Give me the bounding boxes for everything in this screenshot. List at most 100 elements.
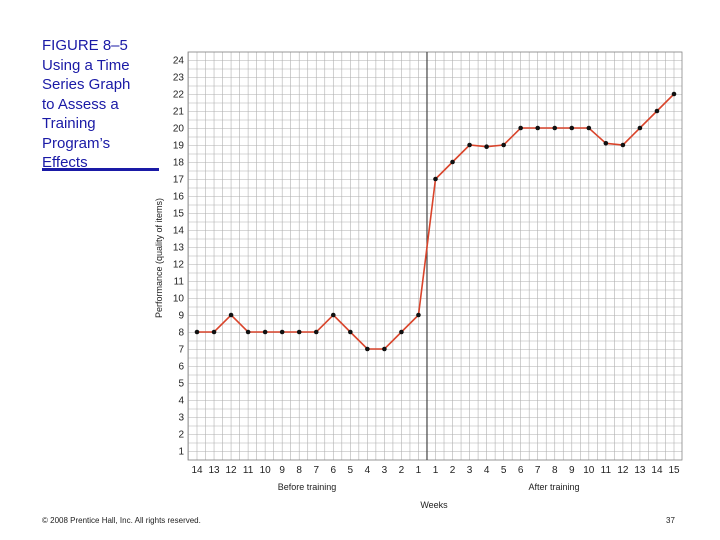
data-point	[620, 142, 626, 148]
y-tick-label: 5	[178, 379, 184, 390]
figure-title-line: FIGURE 8–5	[42, 37, 128, 54]
data-point	[399, 329, 404, 335]
x-tick-label: 5	[348, 465, 354, 476]
x-tick-label: 9	[569, 465, 575, 476]
y-tick-label: 6	[178, 362, 184, 373]
y-tick-label: 20	[173, 124, 185, 135]
x-tick-label: 12	[226, 465, 238, 476]
figure-title-line: Series Graph	[42, 76, 131, 93]
x-tick-label: 15	[668, 465, 680, 476]
data-point	[501, 142, 506, 148]
x-tick-label: 11	[601, 465, 612, 476]
y-tick-label: 23	[173, 73, 185, 84]
x-group-label-after: After training	[528, 482, 579, 492]
x-axis-label: Weeks	[420, 500, 448, 510]
x-tick-label: 4	[484, 465, 490, 476]
data-point	[279, 329, 285, 335]
y-tick-label: 22	[173, 90, 185, 101]
figure-title-line: Effects	[42, 154, 88, 171]
x-tick-label: 9	[279, 465, 285, 476]
figure-title-line: Program’s	[42, 134, 111, 152]
chart-grid	[188, 51, 682, 461]
plot-border	[187, 51, 683, 461]
x-tick-label: 14	[651, 465, 663, 476]
y-tick-label: 18	[173, 158, 185, 169]
data-point	[569, 125, 575, 131]
data-point	[637, 125, 643, 131]
y-tick-label: 7	[178, 345, 184, 356]
x-tick-label: 13	[634, 465, 646, 476]
data-point	[603, 141, 609, 146]
x-tick-label: 1	[416, 465, 422, 476]
data-point	[586, 125, 592, 131]
y-tick-label: 4	[178, 396, 184, 407]
chart-axes	[187, 51, 683, 461]
x-tick-label: 5	[501, 465, 507, 476]
x-tick-label: 10	[260, 465, 272, 476]
data-point	[671, 91, 677, 97]
data-point	[552, 125, 558, 131]
figure-title-line: Using a Time	[42, 56, 130, 74]
data-point	[416, 312, 421, 318]
y-tick-label: 15	[173, 209, 185, 220]
data-point	[262, 329, 268, 335]
data-point	[382, 346, 387, 352]
chart-tick-labels: 1234567891011121314151617181920212223241…	[173, 56, 680, 477]
data-point	[348, 329, 353, 335]
y-tick-label: 14	[173, 226, 185, 237]
x-group-label-before: Before training	[278, 482, 337, 492]
x-tick-label: 2	[450, 465, 456, 476]
figure-title-line: to Assess a	[42, 95, 119, 113]
data-point	[518, 125, 523, 131]
y-tick-label: 13	[173, 243, 185, 254]
data-point	[484, 144, 489, 149]
x-tick-label: 6	[518, 465, 524, 476]
chart-series	[194, 91, 677, 352]
x-tick-label: 14	[191, 465, 203, 476]
x-tick-label: 10	[583, 465, 595, 476]
data-point	[211, 329, 217, 335]
data-point	[296, 329, 302, 335]
y-tick-label: 10	[173, 294, 185, 305]
y-tick-label: 8	[178, 328, 184, 339]
data-point	[433, 176, 438, 182]
data-point	[194, 329, 200, 335]
data-point	[245, 329, 251, 335]
y-tick-label: 19	[173, 141, 185, 152]
x-tick-label: 6	[331, 465, 337, 476]
y-axis-label: Performance (quality of items)	[154, 198, 164, 318]
data-point	[228, 312, 234, 318]
y-tick-label: 3	[178, 413, 184, 424]
page-number: 37	[666, 516, 675, 525]
data-point	[535, 125, 541, 131]
data-point	[313, 329, 319, 335]
x-tick-label: 8	[552, 465, 558, 476]
x-tick-label: 12	[617, 465, 629, 476]
copyright-text: © 2008 Prentice Hall, Inc. All rights re…	[42, 516, 201, 525]
data-point	[330, 312, 336, 318]
figure-title-line: Training	[42, 115, 96, 132]
x-tick-label: 2	[399, 465, 405, 476]
data-point	[365, 346, 370, 352]
y-tick-label: 11	[174, 277, 185, 288]
y-tick-label: 16	[173, 192, 185, 203]
data-point	[450, 159, 455, 165]
title-underline	[42, 168, 159, 171]
data-point	[467, 142, 472, 148]
x-tick-label: 8	[296, 465, 302, 476]
x-tick-label: 7	[313, 465, 319, 476]
y-tick-label: 21	[173, 107, 185, 118]
y-tick-label: 9	[178, 311, 184, 322]
y-tick-label: 1	[178, 447, 184, 458]
x-tick-label: 13	[208, 465, 220, 476]
x-tick-label: 7	[535, 465, 541, 476]
figure-title: FIGURE 8–5 Using a Time Series Graph to …	[42, 36, 162, 173]
data-point	[654, 108, 660, 114]
y-tick-label: 2	[178, 430, 184, 441]
y-tick-label: 17	[173, 175, 185, 186]
x-tick-label: 3	[467, 465, 473, 476]
y-tick-label: 24	[173, 56, 185, 67]
y-tick-label: 12	[173, 260, 185, 271]
x-tick-label: 4	[365, 465, 371, 476]
